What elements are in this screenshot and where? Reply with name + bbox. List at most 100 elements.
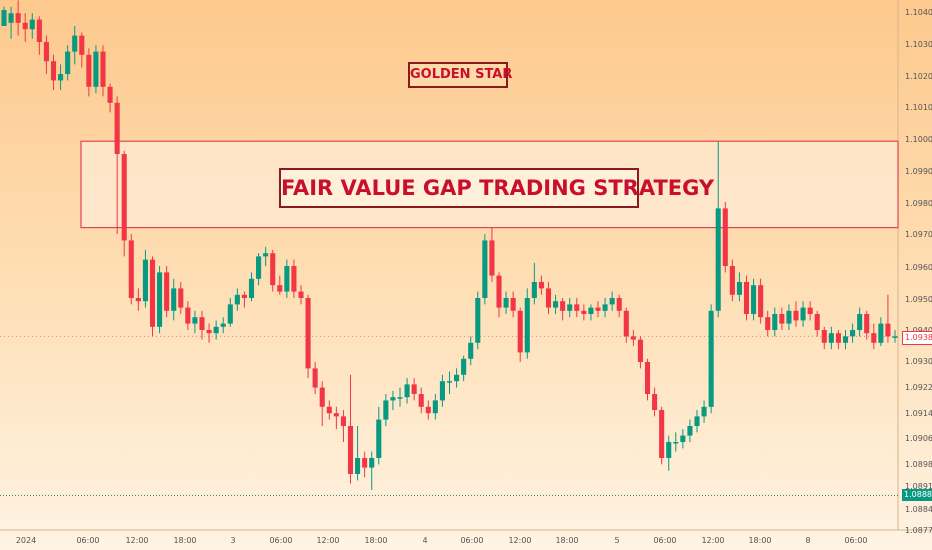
candle-body <box>199 317 205 330</box>
y-tick-label: 1.10100 <box>905 103 932 112</box>
y-tick-label: 1.09220 <box>905 383 932 392</box>
x-tick-label: 2024 <box>16 536 36 545</box>
candle-body <box>50 61 57 81</box>
candle-body <box>369 458 375 468</box>
candle-body <box>270 253 276 286</box>
candle-body <box>220 323 226 327</box>
candle-body <box>772 314 778 330</box>
golden-star-label: GOLDEN STAR <box>408 62 512 88</box>
candle-body <box>503 298 509 308</box>
x-tick-label: 06:00 <box>269 536 292 545</box>
candle-body <box>36 19 42 42</box>
x-tick-label: 8 <box>805 536 810 545</box>
candle-body <box>376 419 382 458</box>
candle-body <box>15 13 21 23</box>
candle-body <box>291 266 297 292</box>
candle-body <box>517 310 523 353</box>
candle-body <box>93 51 99 87</box>
candle-body <box>694 416 700 426</box>
candle-body <box>397 397 403 399</box>
candle-body <box>510 298 516 311</box>
candle-body <box>100 51 106 87</box>
candle-body <box>234 294 240 305</box>
y-tick-label: 1.08775 <box>905 526 932 535</box>
candle-body <box>157 272 163 327</box>
candle-body <box>496 275 502 308</box>
candle-body <box>149 259 156 327</box>
current-price-tag: 1.09380 <box>902 331 932 345</box>
candle-body <box>588 307 594 314</box>
candle-body <box>800 307 806 321</box>
y-tick-label: 1.09900 <box>905 167 932 176</box>
candle-body <box>687 426 693 436</box>
candle-body <box>736 282 742 295</box>
y-tick-label: 1.09600 <box>905 263 932 272</box>
candle-body <box>8 13 14 23</box>
candle-body <box>793 310 799 321</box>
candle-body <box>333 413 339 417</box>
x-tick-label: 12:00 <box>508 536 531 545</box>
candle-body <box>164 272 170 311</box>
candle-body <box>86 54 92 87</box>
candle-body <box>65 51 71 74</box>
candle-body <box>107 86 113 103</box>
candle-body <box>22 22 28 30</box>
y-tick-label: 1.08840 <box>905 505 932 514</box>
candle-body <box>864 314 870 334</box>
x-tick-label: 06:00 <box>460 536 483 545</box>
candle-body <box>758 285 764 318</box>
y-tick-label: 1.09700 <box>905 230 932 239</box>
candle-body <box>574 304 580 311</box>
last-price-tag: 1.08883 <box>902 489 932 501</box>
candle-body <box>652 394 658 410</box>
candle-body <box>475 298 481 343</box>
candle-body <box>298 291 304 298</box>
candle-body <box>305 298 311 369</box>
candle-body <box>425 406 431 414</box>
candle-body <box>567 304 573 311</box>
candle-body <box>383 400 389 420</box>
candle-body <box>489 240 495 276</box>
candle-body <box>807 307 813 314</box>
x-tick-label: 06:00 <box>844 536 867 545</box>
candle-body <box>842 336 849 343</box>
candle-body <box>708 310 714 407</box>
candle-body <box>121 154 127 241</box>
candle-body <box>461 358 467 375</box>
candle-body <box>79 35 85 55</box>
candle-body <box>616 298 622 311</box>
candle-body <box>609 298 615 305</box>
candle-body <box>326 406 332 414</box>
candle-body <box>439 381 445 401</box>
candle-body <box>871 333 877 343</box>
y-tick-label: 1.09400 <box>905 326 932 335</box>
candle-body <box>538 282 544 289</box>
candle-body <box>43 42 49 62</box>
candle-body <box>114 102 120 154</box>
candle-body <box>58 74 64 81</box>
candle-body <box>256 256 262 279</box>
candle-body <box>878 323 884 343</box>
fair-value-gap-title: FAIR VALUE GAP TRADING STRATEGY <box>279 168 714 208</box>
candle-body <box>545 288 552 308</box>
candle-body <box>743 282 750 314</box>
candle-body <box>263 253 269 257</box>
candle-body <box>630 336 636 340</box>
y-tick-label: 1.09800 <box>905 199 932 208</box>
candle-body <box>418 394 424 407</box>
candle-body <box>482 240 488 298</box>
candle-body <box>206 330 212 334</box>
candle-body <box>213 326 219 334</box>
candle-body <box>1 10 7 26</box>
candle-body <box>135 298 141 302</box>
candle-body <box>355 458 361 474</box>
x-tick-label: 06:00 <box>653 536 676 545</box>
x-tick-label: 3 <box>230 536 235 545</box>
candle-body <box>468 342 474 359</box>
y-tick-label: 1.09140 <box>905 409 932 418</box>
candle-body <box>765 317 771 330</box>
candle-body <box>779 314 785 324</box>
x-tick-label: 18:00 <box>364 536 387 545</box>
